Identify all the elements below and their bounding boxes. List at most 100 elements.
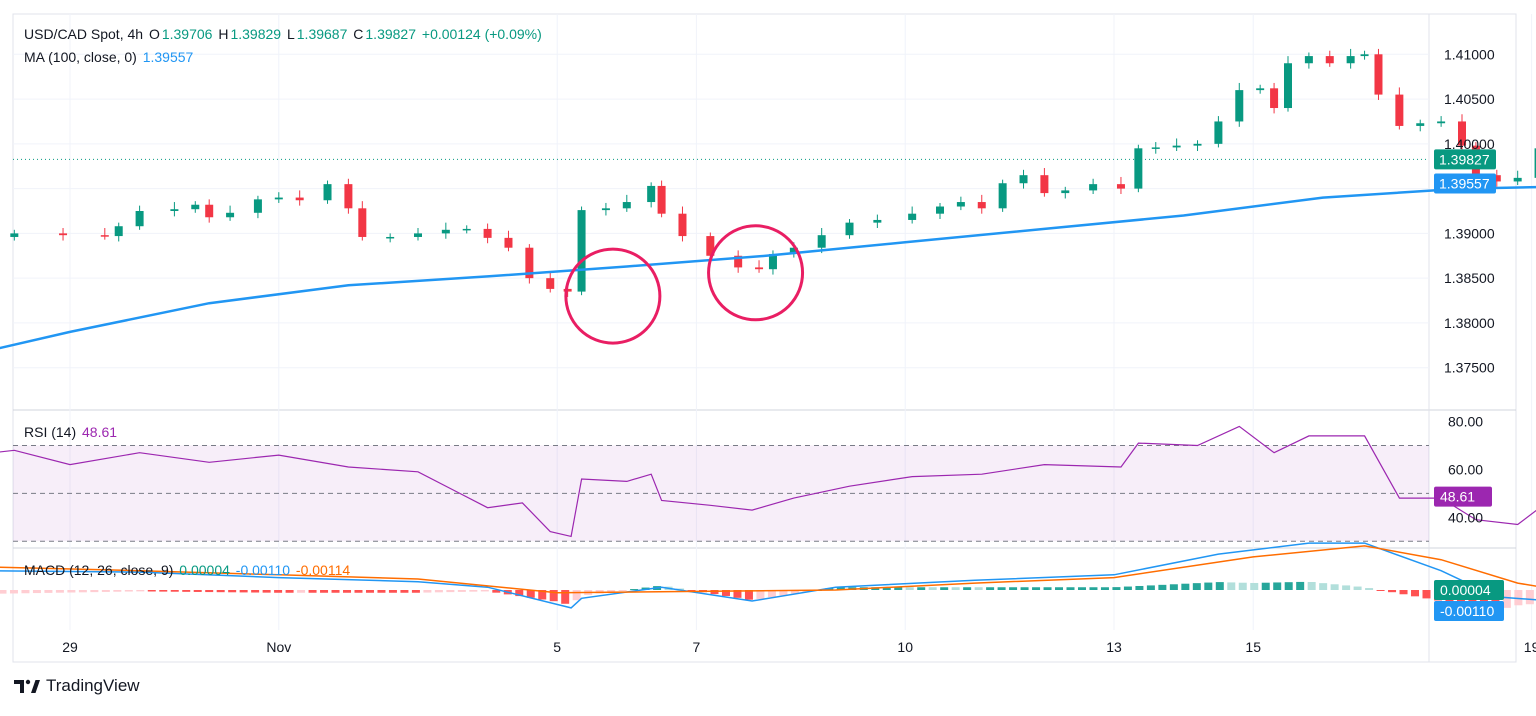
price-tick-label: 1.41000: [1444, 46, 1495, 62]
candle-body[interactable]: [1270, 88, 1279, 109]
candle-body[interactable]: [504, 237, 513, 248]
candle-body[interactable]: [1534, 148, 1536, 178]
candle-body[interactable]: [1151, 147, 1160, 149]
tradingview-brand[interactable]: TradingView: [14, 676, 140, 696]
candle-body[interactable]: [1256, 88, 1265, 91]
candle-body[interactable]: [525, 247, 534, 279]
candle-body[interactable]: [483, 228, 492, 238]
macd-histogram-bar: [1273, 582, 1282, 590]
time-tick-label: 29: [62, 639, 78, 655]
macd-histogram-bar: [331, 590, 340, 593]
candle-body[interactable]: [253, 199, 262, 213]
price-tick-label: 1.40500: [1444, 91, 1495, 107]
candle-body[interactable]: [936, 206, 944, 214]
candle-body[interactable]: [358, 208, 367, 237]
macd-histogram-bar: [78, 590, 87, 593]
candle-body[interactable]: [10, 233, 19, 237]
close-label: C: [353, 26, 364, 42]
symbol-title[interactable]: USD/CAD Spot, 4h: [24, 26, 144, 42]
price-tick-label: 1.40000: [1444, 136, 1495, 152]
macd-histogram-bar: [1032, 587, 1041, 590]
candle-body[interactable]: [1437, 121, 1446, 124]
macd-histogram-bar: [90, 590, 99, 593]
candle-body[interactable]: [577, 210, 586, 292]
candle-body[interactable]: [1374, 54, 1383, 95]
macd-histogram-bar: [561, 590, 570, 604]
candle-body[interactable]: [1284, 63, 1292, 109]
candle-body[interactable]: [344, 184, 353, 209]
candle-body[interactable]: [170, 209, 179, 211]
candle-body[interactable]: [998, 183, 1007, 209]
candle-body[interactable]: [755, 267, 764, 270]
rsi-line[interactable]: [0, 425, 1536, 538]
macd-histogram-bar: [446, 590, 455, 593]
candle-body[interactable]: [114, 226, 123, 237]
candle-body[interactable]: [647, 185, 656, 203]
candle-body[interactable]: [1019, 175, 1028, 184]
candle-body[interactable]: [226, 212, 235, 218]
candle-body[interactable]: [1492, 175, 1501, 182]
rsi-label[interactable]: RSI (14): [24, 424, 77, 440]
macd-histogram-bar: [147, 590, 156, 592]
candle-body[interactable]: [191, 204, 200, 210]
candle-body[interactable]: [601, 208, 610, 211]
price-tick-label: 1.37500: [1444, 360, 1495, 376]
candle-body[interactable]: [295, 197, 304, 201]
candle-body[interactable]: [414, 233, 422, 237]
candle-body[interactable]: [1040, 175, 1049, 194]
candle-body[interactable]: [706, 236, 715, 256]
candle-body[interactable]: [1458, 121, 1466, 146]
candle-body[interactable]: [977, 202, 986, 209]
macd-label[interactable]: MACD (12, 26, close, 9): [24, 562, 174, 578]
macd-histogram-bar: [251, 590, 260, 593]
rsi-tick-label: 80.00: [1448, 414, 1483, 430]
candle-body[interactable]: [908, 213, 917, 220]
time-tick-label: 5: [553, 639, 561, 655]
candle-body[interactable]: [622, 202, 631, 209]
macd-histogram-bar: [285, 590, 294, 593]
candle-body[interactable]: [1325, 56, 1334, 64]
candle-body[interactable]: [1134, 148, 1143, 189]
ma-label[interactable]: MA (100, close, 0): [24, 49, 137, 65]
candle-body[interactable]: [678, 213, 687, 237]
candle-body[interactable]: [1061, 190, 1070, 194]
candle-body[interactable]: [1360, 54, 1369, 57]
candle-body[interactable]: [1346, 56, 1355, 64]
candle-body[interactable]: [1304, 56, 1313, 64]
candle-body[interactable]: [789, 247, 798, 254]
candle-body[interactable]: [59, 233, 68, 236]
candle-body[interactable]: [956, 202, 965, 207]
candle-body[interactable]: [323, 184, 332, 201]
candle-body[interactable]: [386, 236, 395, 239]
close-value: 1.39827: [365, 26, 416, 42]
macd-histogram-bar: [928, 587, 937, 590]
candle-body[interactable]: [1395, 94, 1404, 126]
candle-body[interactable]: [845, 222, 854, 236]
candle-body[interactable]: [873, 219, 882, 223]
candle-body[interactable]: [1235, 90, 1244, 122]
candle-body[interactable]: [1416, 123, 1425, 126]
candle-body[interactable]: [441, 229, 450, 234]
macd-signal-line[interactable]: [0, 545, 1536, 606]
macd-histogram-bar: [997, 587, 1006, 590]
rsi-band: [13, 445, 1429, 542]
candle-body[interactable]: [768, 253, 777, 270]
candle-body[interactable]: [274, 197, 283, 200]
candle-body[interactable]: [734, 255, 743, 268]
candle-body[interactable]: [1193, 143, 1202, 146]
macd-histogram-bar: [0, 590, 7, 594]
macd-histogram-bar: [354, 590, 363, 593]
candle-body[interactable]: [817, 235, 826, 248]
candle-body[interactable]: [1116, 184, 1125, 189]
candle-body[interactable]: [1513, 177, 1522, 182]
candle-body[interactable]: [546, 278, 555, 289]
candle-body[interactable]: [1172, 145, 1181, 148]
candle-body[interactable]: [100, 235, 109, 237]
candle-body[interactable]: [657, 185, 666, 214]
candle-body[interactable]: [462, 228, 471, 231]
candle-body[interactable]: [1089, 184, 1098, 191]
candle-body[interactable]: [1214, 121, 1223, 144]
candle-body[interactable]: [205, 204, 214, 218]
candle-body[interactable]: [135, 211, 144, 227]
